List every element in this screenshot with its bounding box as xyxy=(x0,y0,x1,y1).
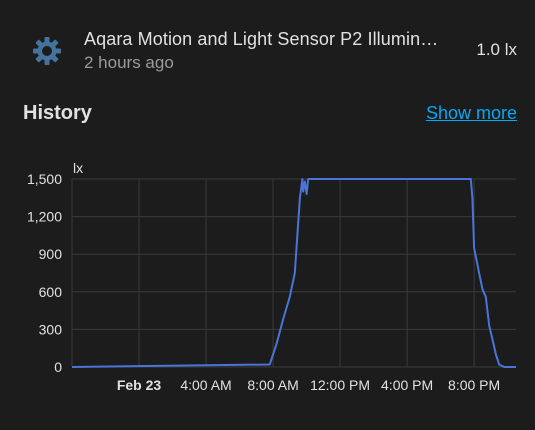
history-title: History xyxy=(23,102,92,124)
history-chart[interactable]: lx 0 300 600 900 1,200 1,500 Feb 23 4:00 AM 8:0… xyxy=(0,150,535,400)
illuminance-series-line[interactable] xyxy=(71,178,516,368)
y-tick-label: 900 xyxy=(39,246,63,262)
y-axis-unit: lx xyxy=(73,160,83,176)
last-changed-time: 2 hours ago xyxy=(84,53,174,72)
brightness-gear-icon xyxy=(33,37,61,65)
x-tick-label: 4:00 AM xyxy=(180,377,231,393)
x-tick-label: Feb 23 xyxy=(117,377,162,393)
entity-row[interactable]: Aqara Motion and Light Sensor P2 Illumin… xyxy=(0,0,535,90)
show-more-link[interactable]: Show more xyxy=(425,103,517,123)
chart-series xyxy=(71,178,516,368)
y-tick-label: 0 xyxy=(54,359,62,375)
y-tick-label: 300 xyxy=(39,321,63,337)
x-tick-label: 4:00 PM xyxy=(381,377,433,393)
y-tick-label: 1,500 xyxy=(27,171,62,187)
entity-name: Aqara Motion and Light Sensor P2 Illumin… xyxy=(84,29,439,49)
x-axis-ticks: Feb 23 4:00 AM 8:00 AM 12:00 PM 4:00 PM 8:00 … xyxy=(117,377,500,393)
x-tick-label: 12:00 PM xyxy=(310,377,370,393)
x-tick-label: 8:00 AM xyxy=(247,377,298,393)
x-tick-label: 8:00 PM xyxy=(448,377,500,393)
y-tick-label: 600 xyxy=(39,284,63,300)
y-tick-label: 1,200 xyxy=(27,209,62,225)
entity-state: 1.0 lx xyxy=(476,40,517,59)
y-axis-ticks: 0 300 600 900 1,200 1,500 xyxy=(27,171,62,375)
chart-grid xyxy=(71,178,516,368)
